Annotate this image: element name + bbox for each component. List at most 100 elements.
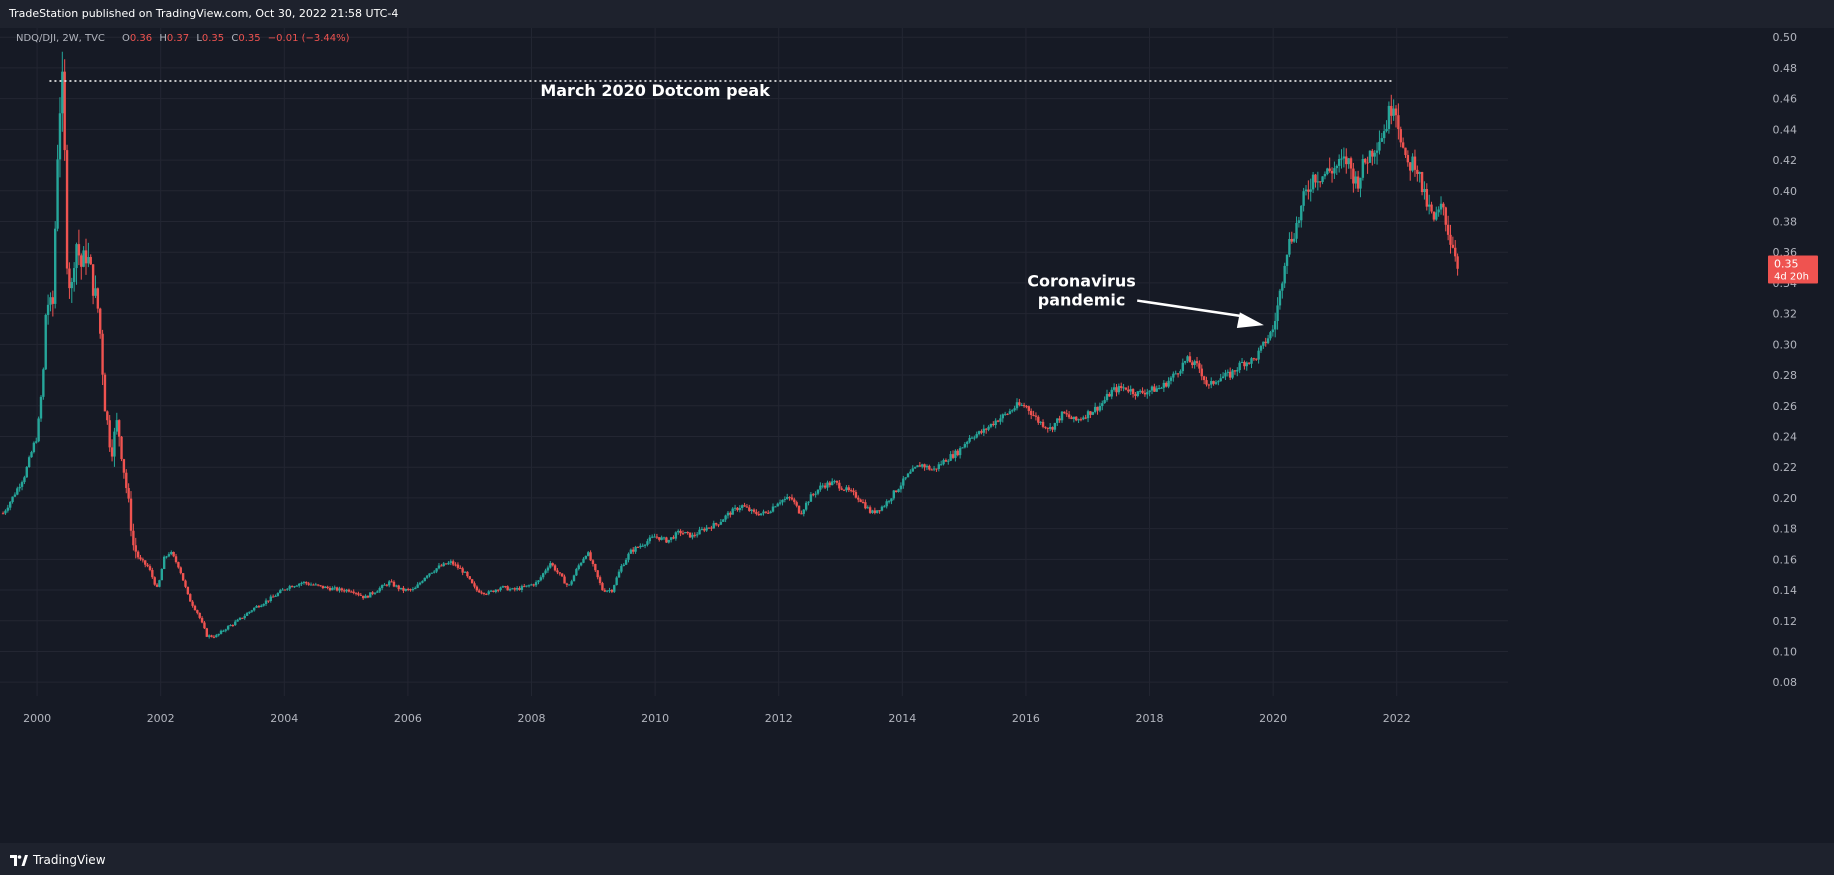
arrow-head xyxy=(1236,312,1264,329)
candle-body xyxy=(496,589,500,591)
candle-body xyxy=(115,420,118,432)
candle-body xyxy=(1124,387,1128,390)
candle-body xyxy=(162,556,166,570)
candle-body xyxy=(1314,174,1317,183)
candle-body xyxy=(177,562,180,568)
candle-body xyxy=(892,490,896,499)
candle-body xyxy=(1136,391,1140,396)
candle-body xyxy=(91,264,95,296)
candle-body xyxy=(1015,402,1019,409)
candle-body xyxy=(970,437,974,439)
candle-body xyxy=(857,497,860,500)
candle-body xyxy=(861,501,865,503)
candle-body xyxy=(49,297,52,305)
candle-body xyxy=(1302,191,1305,206)
candle-body xyxy=(613,585,616,592)
candle-body xyxy=(234,621,237,626)
candle-body xyxy=(1022,405,1026,407)
candle-body xyxy=(219,630,223,634)
candle-body xyxy=(977,431,981,435)
candle-body xyxy=(804,502,808,510)
candle-body xyxy=(743,505,746,507)
candle-body xyxy=(624,559,628,565)
candle-body xyxy=(395,585,398,587)
candle-body xyxy=(1224,372,1227,377)
candle-body xyxy=(812,494,815,496)
candle-body xyxy=(250,610,254,612)
candle-body xyxy=(1174,373,1177,375)
candle-body xyxy=(937,464,941,469)
candle-body xyxy=(80,255,83,267)
candle-body xyxy=(101,333,104,375)
candle-body xyxy=(260,605,263,608)
candle-body xyxy=(847,487,850,491)
candle-body xyxy=(44,314,47,370)
candle-body xyxy=(1266,338,1270,344)
candle-body xyxy=(388,581,391,586)
candle-body xyxy=(1153,386,1156,392)
candle-body xyxy=(461,568,464,573)
candle-body xyxy=(736,507,739,511)
candle-body xyxy=(958,448,962,456)
dotcom-peak-label: March 2020 Dotcom peak xyxy=(540,81,770,100)
candle-body xyxy=(823,485,827,488)
candle-body xyxy=(1423,189,1426,193)
candle-body xyxy=(627,553,630,560)
candle-body xyxy=(956,450,959,456)
candle-body xyxy=(1406,155,1410,163)
candle-body xyxy=(326,586,329,589)
candle-body xyxy=(1432,211,1436,220)
candle-body xyxy=(1278,290,1282,306)
candle-body xyxy=(1188,356,1192,363)
candle-body xyxy=(1060,411,1064,421)
candle-body xyxy=(1311,174,1315,190)
chart-area[interactable]: March 2020 Dotcom peak Coronavirus pandemi… xyxy=(0,28,1834,843)
candle-body xyxy=(781,499,784,503)
candle-body xyxy=(1046,427,1049,429)
candle-body xyxy=(961,447,964,449)
candle-body xyxy=(1240,361,1244,363)
candle-body xyxy=(4,510,7,514)
candle-body xyxy=(653,536,656,538)
candle-body xyxy=(641,545,644,547)
candle-body xyxy=(501,586,505,588)
candle-body xyxy=(141,559,145,561)
tradingview-logo[interactable]: TradingView xyxy=(10,853,106,867)
candle-body xyxy=(1103,400,1106,404)
candle-body xyxy=(42,369,45,397)
candle-body xyxy=(18,486,21,489)
candle-body xyxy=(312,584,315,586)
candle-body xyxy=(1198,363,1201,369)
candle-body xyxy=(302,581,306,583)
candle-body xyxy=(279,590,282,594)
candle-body xyxy=(778,502,782,504)
candle-body xyxy=(646,541,649,545)
candle-body xyxy=(1430,204,1433,212)
candle-body xyxy=(89,257,92,265)
candle-body xyxy=(672,537,675,539)
candle-body xyxy=(698,529,701,535)
candle-body xyxy=(854,492,858,498)
candle-body xyxy=(20,482,24,487)
candle-body xyxy=(617,571,621,578)
candle-body xyxy=(333,587,336,589)
y-tick-label: 0.42 xyxy=(1773,154,1798,167)
candle-body xyxy=(350,591,353,593)
candle-body xyxy=(1285,254,1289,266)
candle-body xyxy=(883,506,886,508)
candle-body xyxy=(1129,389,1132,392)
price-chart[interactable]: March 2020 Dotcom peak Coronaviruspandemi… xyxy=(0,28,1834,843)
candle-body xyxy=(1454,247,1457,257)
candle-body xyxy=(1219,378,1222,382)
candle-body xyxy=(390,581,393,583)
candle-body xyxy=(470,579,474,584)
candle-body xyxy=(1056,418,1059,423)
candle-body xyxy=(1328,168,1331,171)
coronavirus-label-line1: Coronavirus xyxy=(1027,271,1136,290)
candle-body xyxy=(759,513,763,516)
candle-body xyxy=(1252,358,1256,360)
candle-body xyxy=(321,585,325,589)
candle-body xyxy=(1122,387,1125,389)
candle-body xyxy=(890,498,893,502)
candle-body xyxy=(1446,224,1450,235)
